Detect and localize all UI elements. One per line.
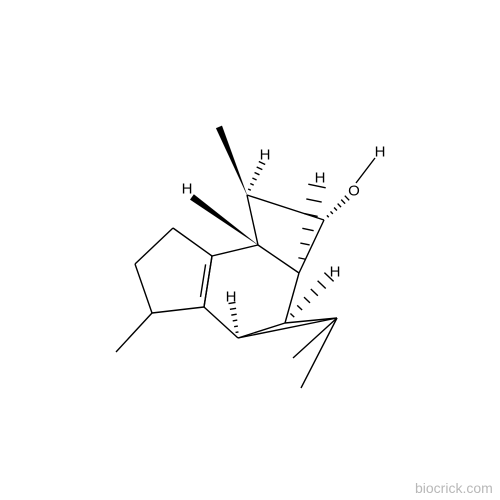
- molecule-svg: [0, 0, 500, 500]
- molecule-canvas: H H H H H O H biocrick.com: [0, 0, 500, 500]
- atom-label-oh: O: [348, 184, 360, 199]
- atom-label-h7: H: [315, 171, 326, 186]
- atom-label-ho: H: [375, 145, 386, 160]
- atom-label-h14: H: [260, 148, 271, 163]
- atom-label-h8: H: [330, 265, 341, 280]
- atom-label-h6: H: [182, 182, 193, 197]
- watermark-text: biocrick.com: [415, 480, 493, 496]
- atom-label-h9: H: [226, 290, 237, 305]
